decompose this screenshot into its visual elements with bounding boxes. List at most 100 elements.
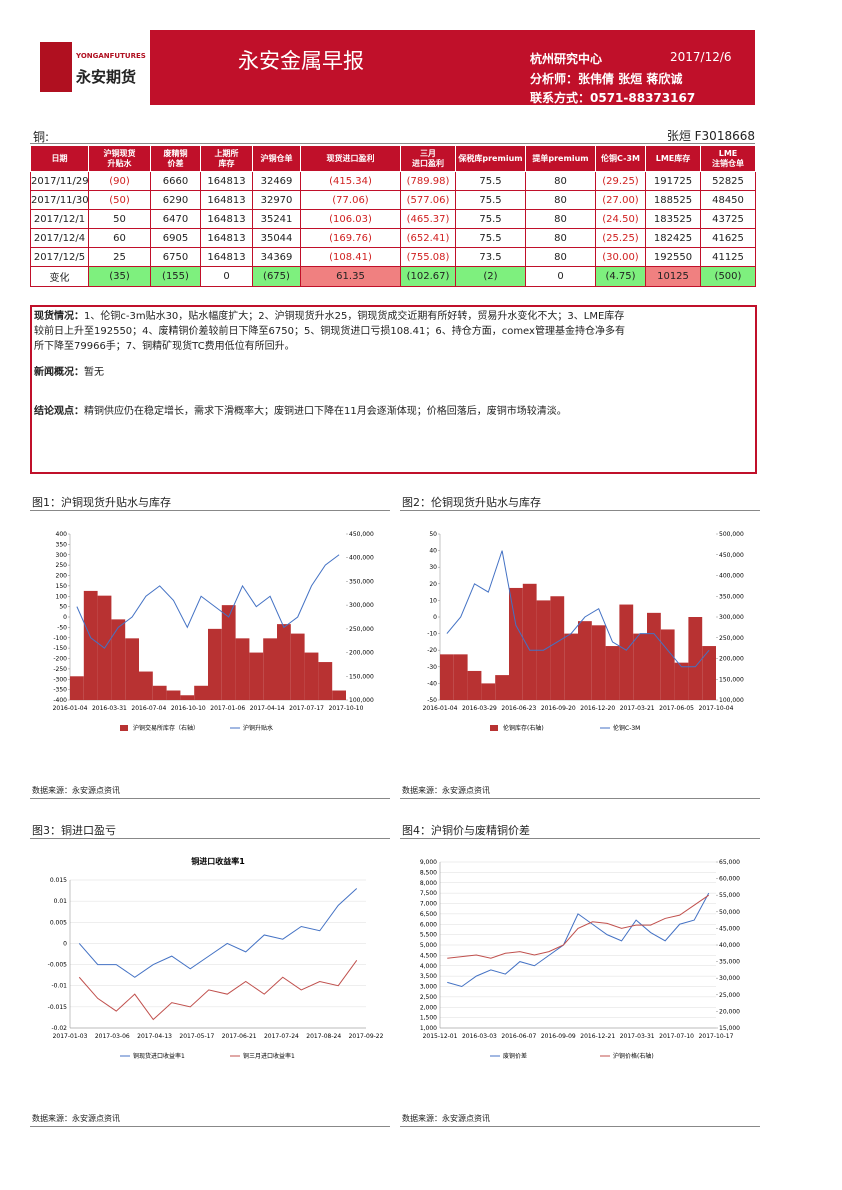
legend-label: 铜现货进口收益率1: [133, 1052, 185, 1060]
cell: 32469: [252, 171, 301, 191]
tick-label: 150,000: [719, 676, 744, 683]
cell: 80: [525, 228, 596, 248]
tick-label: 65,000: [719, 859, 740, 866]
header-text: 库存: [218, 158, 235, 168]
cell: 2017/12/4: [30, 228, 89, 248]
tick-label: 250,000: [719, 635, 744, 642]
x-tick-label: 2016-09-20: [541, 705, 576, 712]
center: 杭州研究中心: [530, 52, 603, 66]
change-cell: (4.75): [595, 266, 646, 287]
tick-label: 300,000: [719, 614, 744, 621]
bar: [263, 638, 277, 700]
series-line: [446, 550, 710, 668]
x-tick-label: 2017-09-22: [349, 1033, 384, 1040]
cell: (24.50): [595, 209, 646, 229]
data-row: 2017/11/29 (90) 6660 164813 32469 (415.34) (78…: [30, 171, 756, 191]
data-row: 2017/12/5 25 6750 164813 34369 (108.41) (755.0…: [30, 247, 756, 267]
cell: (415.34): [300, 171, 401, 191]
change-cell: 0: [200, 266, 253, 287]
column-header: 伦铜C-3M: [595, 145, 646, 172]
commentary-text: 1、伦铜c-3m贴水30，贴水幅度扩大；2、沪铜现货升水25，铜现货成交近期有所…: [34, 311, 625, 352]
bar: [702, 646, 716, 700]
tick-label: 500,000: [719, 531, 744, 538]
section-name: 铜:: [33, 130, 50, 144]
tick-label: 1,500: [420, 1015, 437, 1022]
tick-label: -100: [53, 635, 67, 642]
x-tick-label: 2017-07-24: [264, 1033, 299, 1040]
tick-label: 15,000: [719, 1025, 740, 1032]
figure-caption: 图3：铜进口盈亏: [32, 824, 116, 837]
tick-label: 20: [429, 581, 437, 588]
change-cell: (35): [88, 266, 151, 287]
cell: (465.37): [400, 209, 456, 229]
change-cell: (500): [700, 266, 756, 287]
bar: [277, 624, 291, 700]
tick-label: -50: [57, 624, 67, 631]
bar: [550, 596, 565, 700]
legend-swatch: [490, 725, 498, 731]
cell: 164813: [200, 190, 253, 210]
tick-label: 150: [56, 583, 68, 590]
tick-label: -0.015: [48, 1004, 68, 1011]
bar: [453, 654, 468, 700]
cell: 6750: [150, 247, 201, 267]
x-tick-label: 2016-03-31: [92, 705, 127, 712]
chart: 50 40 30 20 10 0 -10 -20 -30 -40 -50 500,000 450,000…: [423, 531, 744, 732]
tick-label: 300,000: [349, 602, 374, 609]
tick-label: 55,000: [719, 892, 740, 899]
x-tick-label: 2017-05-17: [179, 1033, 214, 1040]
x-tick-label: 2016-09-09: [541, 1033, 576, 1040]
cell: 75.5: [455, 190, 526, 210]
bar: [70, 676, 84, 700]
tick-label: -300: [53, 676, 67, 683]
report-title: 永安金属早报: [238, 49, 364, 73]
commentary-text: 精铜供应仍在稳定增长，需求下滑概率大；废铜进口下降在11月会逐渐体现；价格回落后…: [84, 406, 567, 417]
tick-label: 6,500: [420, 911, 437, 918]
tick-label: 8,000: [420, 880, 437, 887]
tick-label: 0: [433, 614, 437, 621]
cell: 6470: [150, 209, 201, 229]
column-header: 日期: [30, 145, 89, 172]
header-text: 注销仓单: [712, 158, 744, 168]
tick-label: -20: [427, 647, 437, 654]
header-text: 沪铜现货: [103, 148, 136, 158]
rule: [30, 798, 390, 799]
header-text: 保税库premium: [458, 153, 523, 163]
chart: 9,000 8,500 8,000 7,500 7,000 6,500 6,000 5,500…: [420, 859, 740, 1060]
tick-label: 200: [56, 573, 68, 580]
rule: [30, 143, 755, 144]
tick-label: 50: [59, 604, 67, 611]
tick-label: 350,000: [719, 593, 744, 600]
cell: (652.41): [400, 228, 456, 248]
cell: 2017/11/29: [30, 171, 89, 191]
bar: [647, 612, 661, 700]
figure-caption: 图1：沪铜现货升贴水与库存: [32, 496, 171, 509]
cell: (169.76): [300, 228, 401, 248]
figure-source: 数据来源：永安源点资讯: [32, 1114, 120, 1123]
change-cell: 61.35: [300, 266, 401, 287]
bar: [194, 685, 208, 700]
column-header: 三月 进口盈利: [400, 145, 456, 172]
bar: [564, 633, 578, 700]
tick-label: 5,500: [420, 932, 437, 939]
rule: [30, 510, 390, 511]
tick-label: 400: [56, 531, 68, 538]
tick-label: 7,000: [420, 901, 437, 908]
change-cell: 变化: [30, 266, 89, 287]
tick-label: 450,000: [349, 531, 374, 538]
cell: 188525: [645, 190, 701, 210]
legend-swatch: [120, 725, 128, 731]
x-tick-label: 2017-01-06: [210, 705, 245, 712]
column-header: 现货进口盈利: [300, 145, 401, 172]
cell: 43725: [700, 209, 756, 229]
cell: 73.5: [455, 247, 526, 267]
tick-label: 100: [56, 593, 68, 600]
change-cell: (675): [252, 266, 301, 287]
tick-label: -150: [53, 645, 67, 652]
tick-label: 0.015: [50, 877, 67, 884]
figure-caption: 图2：伦铜现货升贴水与库存: [402, 496, 541, 509]
x-tick-label: 2016-01-04: [53, 705, 88, 712]
cell: 2017/11/30: [30, 190, 89, 210]
cell: 48450: [700, 190, 756, 210]
